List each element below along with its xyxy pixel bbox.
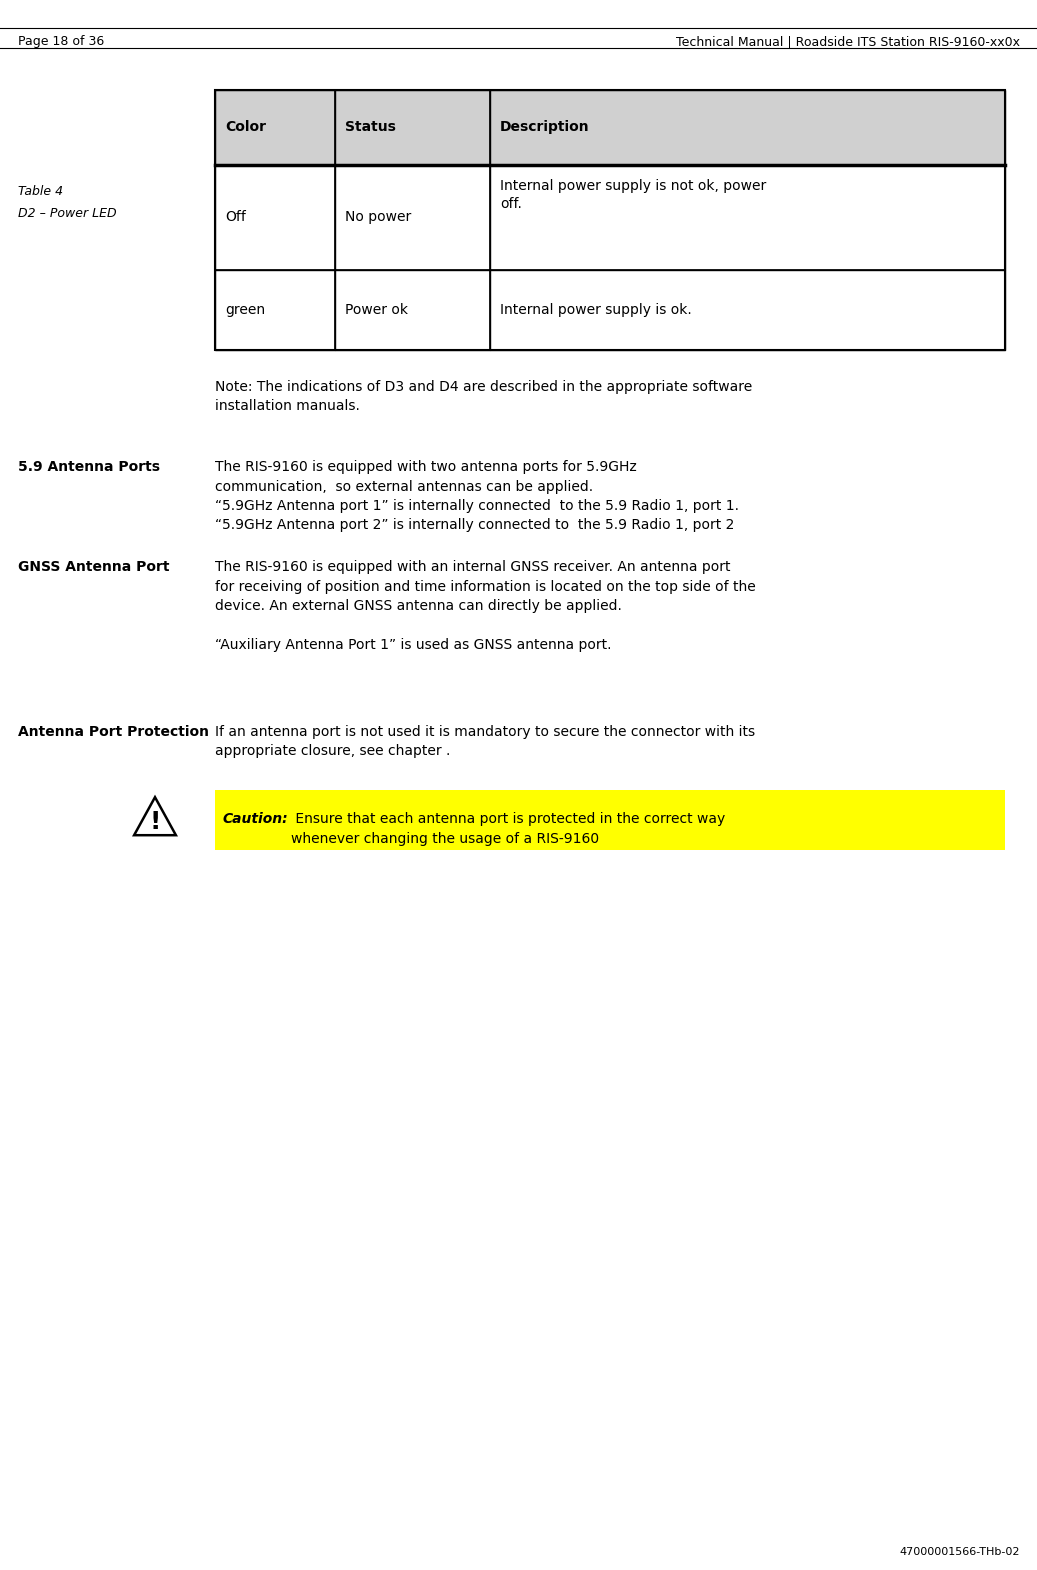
Bar	[215, 270, 335, 350]
Text: Table 4: Table 4	[18, 185, 63, 198]
Text: Internal power supply is ok.: Internal power supply is ok.	[500, 303, 692, 317]
Bar	[215, 89, 1005, 350]
Text: green: green	[225, 303, 265, 317]
Bar	[215, 89, 335, 165]
Bar	[335, 165, 491, 270]
Text: Power ok: Power ok	[345, 303, 408, 317]
Text: If an antenna port is not used it is mandatory to secure the connector with its
: If an antenna port is not used it is man…	[215, 725, 755, 758]
Text: Color: Color	[225, 119, 267, 133]
Text: Internal power supply is not ok, power
off.: Internal power supply is not ok, power o…	[500, 179, 766, 212]
Text: Page 18 of 36: Page 18 of 36	[18, 36, 105, 49]
Bar	[215, 790, 1005, 849]
Bar	[491, 270, 1005, 350]
Text: Note: The indications of D3 and D4 are described in the appropriate software
ins: Note: The indications of D3 and D4 are d…	[215, 380, 752, 413]
Text: !: !	[149, 810, 161, 834]
Text: Status: Status	[345, 119, 396, 133]
Text: Caution:: Caution:	[223, 812, 288, 826]
Text: Antenna Port Protection: Antenna Port Protection	[18, 725, 209, 739]
Text: Technical Manual | Roadside ITS Station RIS-9160-xx0x: Technical Manual | Roadside ITS Station …	[676, 36, 1020, 49]
Text: The RIS-9160 is equipped with an internal GNSS receiver. An antenna port
for rec: The RIS-9160 is equipped with an interna…	[215, 560, 756, 652]
Bar	[491, 165, 1005, 270]
Text: The RIS-9160 is equipped with two antenna ports for 5.9GHz
communication,  so ex: The RIS-9160 is equipped with two antenn…	[215, 460, 739, 532]
Bar	[335, 270, 491, 350]
Bar	[335, 89, 491, 165]
Text: Ensure that each antenna port is protected in the correct way
whenever changing : Ensure that each antenna port is protect…	[291, 812, 725, 846]
Text: 47000001566-THb-02: 47000001566-THb-02	[899, 1546, 1020, 1557]
Text: 5.9 Antenna Ports: 5.9 Antenna Ports	[18, 460, 160, 474]
Bar	[491, 89, 1005, 165]
Text: GNSS Antenna Port: GNSS Antenna Port	[18, 560, 169, 575]
Bar	[215, 165, 335, 270]
Text: Off: Off	[225, 210, 246, 225]
Text: Description: Description	[500, 119, 590, 133]
Text: D2 – Power LED: D2 – Power LED	[18, 207, 116, 220]
Text: No power: No power	[345, 210, 412, 225]
Polygon shape	[134, 798, 176, 835]
